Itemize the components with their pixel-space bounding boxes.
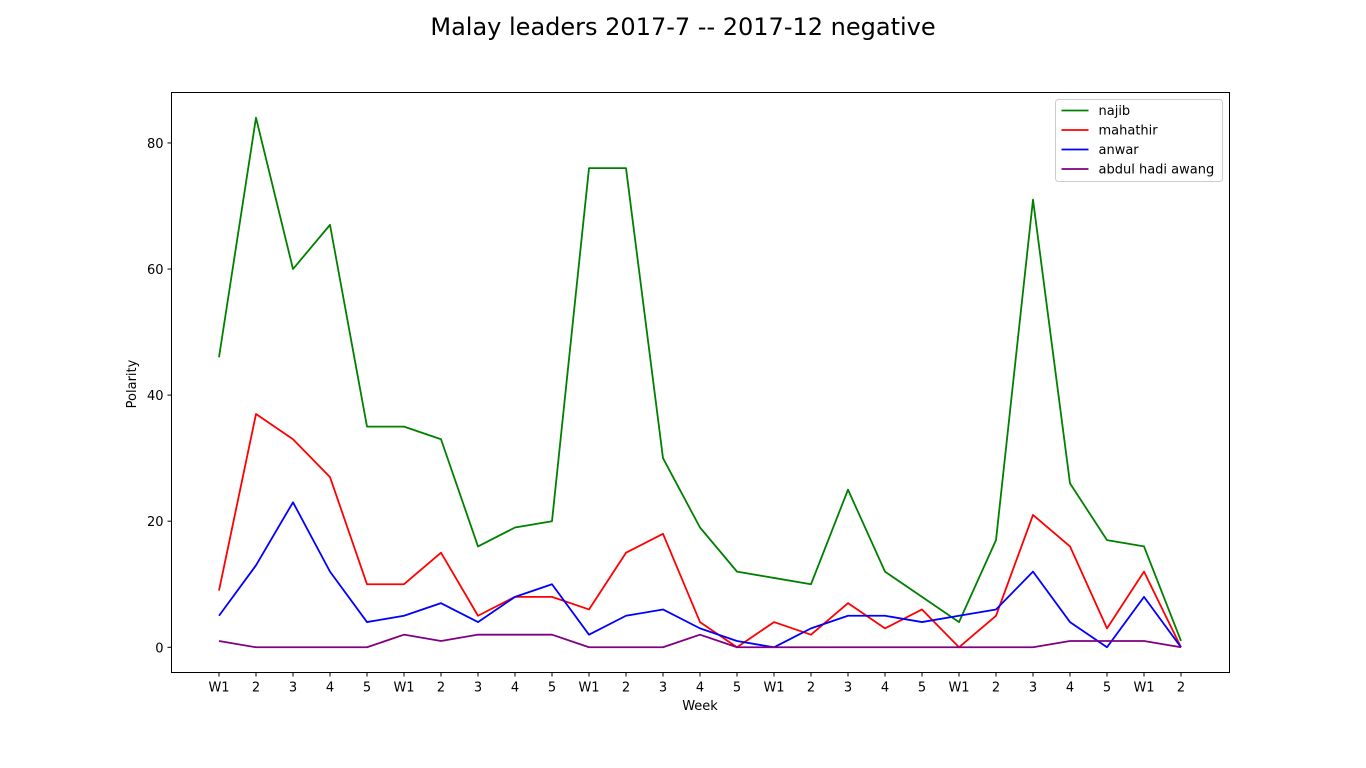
- x-tick-label: W1: [578, 681, 599, 696]
- x-tick-label: W1: [208, 681, 229, 696]
- x-tick-label: 2: [992, 681, 1000, 696]
- x-tick-label: 2: [622, 681, 630, 696]
- x-axis-label: Week: [682, 699, 718, 714]
- x-tick-label: W1: [393, 681, 414, 696]
- legend-label-abdul-hadi-awang: abdul hadi awang: [1099, 163, 1215, 178]
- x-tick-label: 2: [252, 681, 260, 696]
- y-tick-label: 80: [147, 137, 164, 152]
- x-tick-label: 4: [511, 681, 519, 696]
- x-tick-label: 5: [363, 681, 371, 696]
- x-tick-label: 4: [1066, 681, 1074, 696]
- y-tick-label: 60: [147, 263, 164, 278]
- x-tick-label: 3: [289, 681, 297, 696]
- series-line-mahathir: [218, 413, 1182, 649]
- legend-label-najib: najib: [1099, 104, 1131, 119]
- x-tick-label: 5: [918, 681, 926, 696]
- x-tick-label: 5: [548, 681, 556, 696]
- y-axis: 0 20 40 60 80: [147, 137, 172, 656]
- x-tick-label: 2: [437, 681, 445, 696]
- x-axis: W1 2 3 4 5 W1 2 3 4 5 W1 2 3 4 5 W1 2 3 4 5 W1 2 3 4 5 W1 2: [208, 672, 1185, 696]
- y-tick-label: 0: [155, 641, 163, 656]
- legend-box: [1055, 99, 1223, 182]
- x-tick-label: 4: [696, 681, 704, 696]
- legend-label-anwar: anwar: [1099, 143, 1140, 158]
- series-line-abdul-hadi-awang: [218, 633, 1182, 649]
- x-tick-label: W1: [1133, 681, 1154, 696]
- x-tick-label: 3: [1029, 681, 1037, 696]
- y-tick-label: 40: [147, 389, 164, 404]
- x-tick-label: W1: [948, 681, 969, 696]
- x-tick-label: 2: [1177, 681, 1185, 696]
- legend-label-mahathir: mahathir: [1099, 124, 1159, 139]
- series-line-najib: [218, 116, 1182, 642]
- x-tick-label: 5: [1103, 681, 1111, 696]
- series-lines: [218, 116, 1182, 649]
- y-tick-label: 20: [147, 515, 164, 530]
- x-tick-label: 3: [474, 681, 482, 696]
- x-tick-label: 5: [733, 681, 741, 696]
- x-tick-label: 4: [881, 681, 889, 696]
- x-tick-label: 3: [659, 681, 667, 696]
- y-axis-label: Polarity: [125, 359, 140, 408]
- x-tick-label: 2: [807, 681, 815, 696]
- x-tick-label: 3: [844, 681, 852, 696]
- x-tick-label: 4: [326, 681, 334, 696]
- series-line-anwar: [218, 501, 1182, 649]
- x-tick-label: W1: [763, 681, 784, 696]
- legend: najib mahathir anwar abdul hadi awang: [1055, 99, 1223, 182]
- chart-title: Malay leaders 2017-7 -- 2017-12 negative: [430, 13, 935, 41]
